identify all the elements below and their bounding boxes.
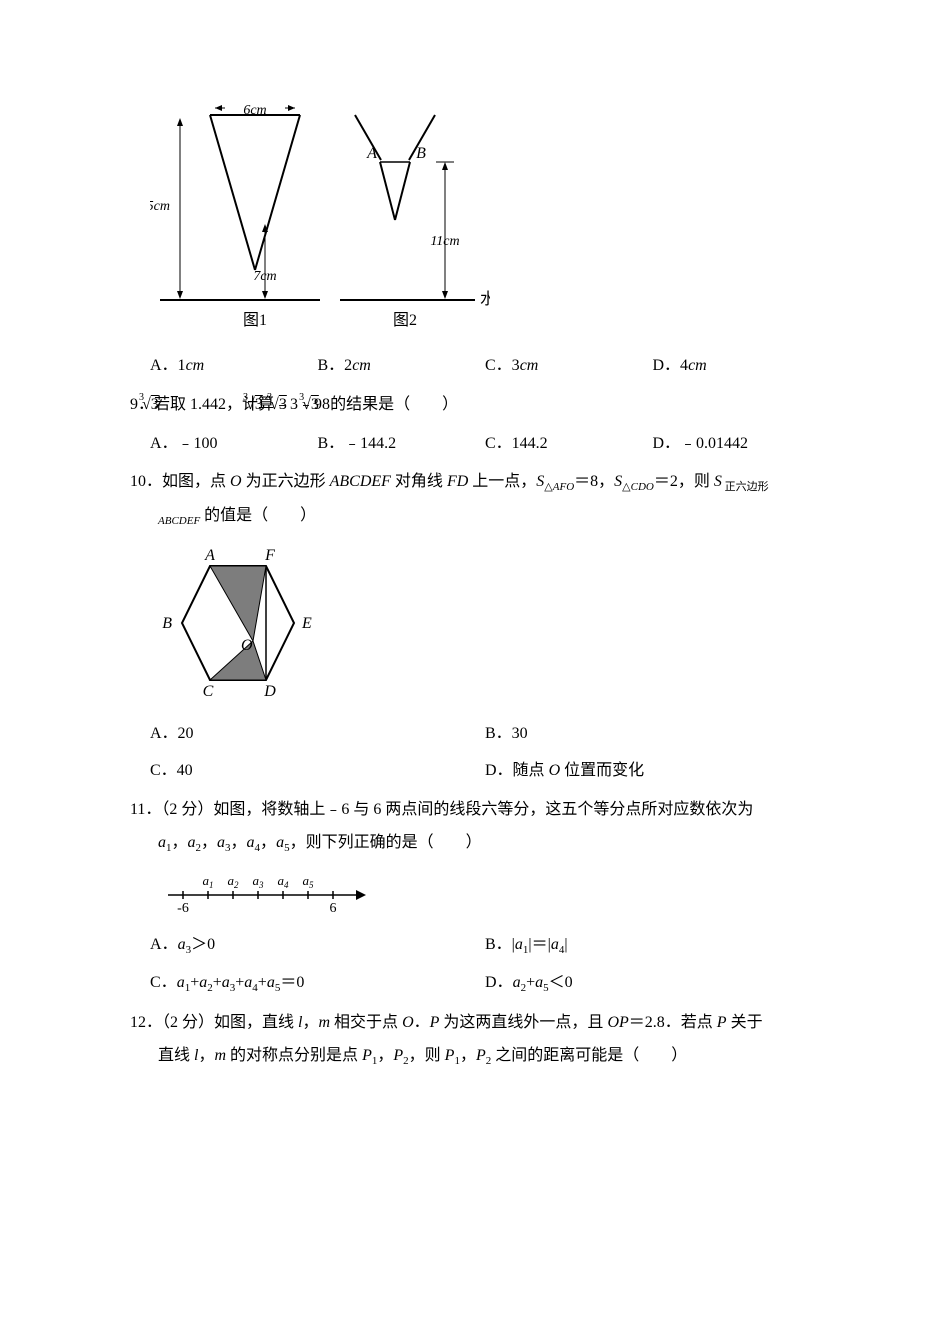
svg-text:E: E: [301, 615, 312, 632]
figure-svg: 6cm 15cm 7cm 图1 A B: [150, 100, 490, 340]
q9-opt-D: D．﹣0.01442: [653, 430, 821, 459]
svg-text:B: B: [162, 615, 172, 632]
q9-end: 的结果是（ ）: [330, 396, 458, 413]
q11-options-2: C．a1+a2+a3+a4+a5＝0 D．a2+a5＜0: [150, 969, 820, 999]
q12-stem-2: 直线 l，m 的对称点分别是点 P1，P2，则 P1，P2 之间的距离可能是（ …: [130, 1042, 820, 1072]
q9-opt-A: A．﹣100: [150, 430, 318, 459]
q10-opt-C: C．40: [150, 757, 485, 786]
svg-text:a3: a3: [253, 873, 265, 890]
svg-text:O: O: [241, 637, 253, 654]
caption-2: 图2: [393, 312, 417, 329]
dim-15cm: 15cm: [150, 199, 170, 214]
xaxis-label: 水平线: [480, 290, 490, 308]
q11-stem: 11．（2 分）如图，将数轴上﹣6 与 6 两点间的线段六等分，这五个等分点所对…: [130, 796, 820, 825]
svg-text:a2: a2: [228, 873, 240, 890]
q8-options: A．1cm B．2cm C．3cm D．4cm: [150, 352, 820, 381]
q11-opt-B: B．|a1|＝|a4|: [485, 931, 820, 961]
label-B: B: [416, 145, 426, 162]
svg-text:a4: a4: [278, 873, 290, 890]
dim-7cm: 7cm: [253, 269, 276, 284]
q11-opt-D: D．a2+a5＜0: [485, 969, 820, 999]
q11-stem-2: a1，a2，a3，a4，a5，则下列正确的是（ ）: [130, 829, 820, 859]
svg-text:-6: -6: [177, 901, 189, 915]
svg-text:D: D: [263, 683, 276, 700]
caption-1: 图1: [243, 312, 267, 329]
q8-opt-C: C．3cm: [485, 352, 653, 381]
label-A: A: [366, 145, 377, 162]
q11-figure: -6 6 a1 a2 a3 a4 a5: [158, 865, 820, 926]
q8-opt-A: A．1cm: [150, 352, 318, 381]
dim-6cm: 6cm: [243, 103, 266, 118]
svg-text:a1: a1: [203, 873, 214, 890]
q11-options-1: A．a3＞0 B．|a1|＝|a4|: [150, 931, 820, 961]
svg-text:a5: a5: [303, 873, 315, 890]
q12-stem: 12．（2 分）如图，直线 l，m 相交于点 O．P 为这两直线外一点，且 OP…: [130, 1009, 820, 1038]
q10-figure: A F E D C B O: [158, 538, 820, 714]
svg-text:A: A: [204, 547, 215, 564]
q10-stem-2: ABCDEF 的值是（ ）: [130, 502, 820, 532]
q9-options: A．﹣100 B．﹣144.2 C．144.2 D．﹣0.01442: [150, 430, 820, 459]
q10-opt-B: B．30: [485, 720, 820, 749]
q10-options-1: A．20 B．30: [150, 720, 820, 749]
q8-opt-B: B．2cm: [318, 352, 486, 381]
figure-1-2: 6cm 15cm 7cm 图1 A B: [150, 100, 820, 340]
q10-opt-A: A．20: [150, 720, 485, 749]
svg-text:6: 6: [330, 901, 337, 915]
q10-options-2: C．40 D．随点 O 位置而变化: [150, 757, 820, 786]
dim-11cm: 11cm: [430, 234, 459, 249]
q10-opt-D: D．随点 O 位置而变化: [485, 757, 820, 786]
q11-opt-A: A．a3＞0: [150, 931, 485, 961]
q11-opt-C: C．a1+a2+a3+a4+a5＝0: [150, 969, 485, 999]
q8-opt-D: D．4cm: [653, 352, 821, 381]
svg-text:C: C: [203, 683, 214, 700]
q9-stem: 9．若3√3取 1.442，计算3√3﹣33√3﹣983√3的结果是（ ）: [130, 391, 820, 420]
q10-stem: 10．如图，点 O 为正六边形 ABCDEF 对角线 FD 上一点，S△AFO＝…: [130, 468, 820, 498]
svg-text:F: F: [264, 547, 275, 564]
q9-opt-C: C．144.2: [485, 430, 653, 459]
q9-opt-B: B．﹣144.2: [318, 430, 486, 459]
